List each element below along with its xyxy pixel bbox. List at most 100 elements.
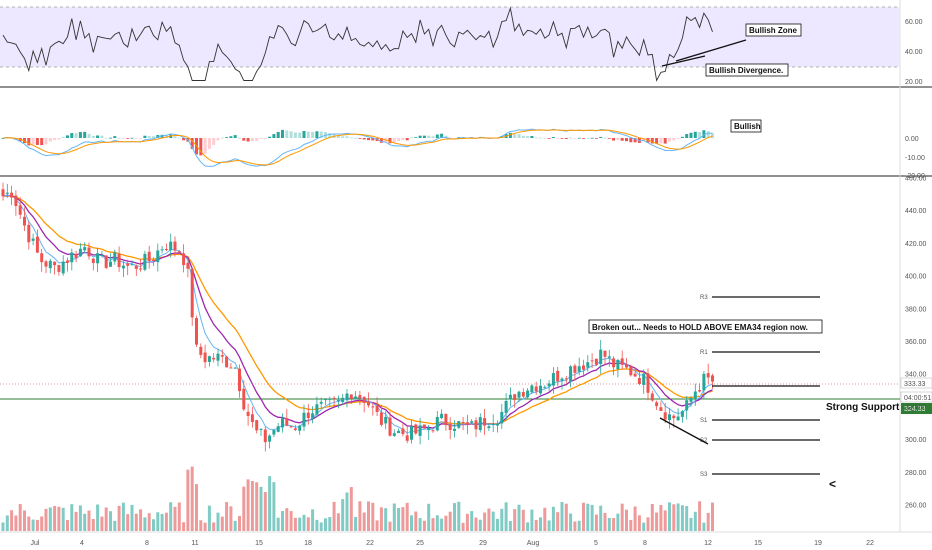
volume-bar <box>336 513 340 531</box>
macd-histogram-bar <box>134 138 138 139</box>
candle-body <box>293 428 297 430</box>
candle-body <box>23 216 26 226</box>
volume-bar <box>418 518 422 531</box>
candle-body <box>203 352 207 363</box>
macd-histogram-bar <box>401 138 405 141</box>
rsi-line <box>2 6 713 82</box>
volume-bar <box>569 513 573 531</box>
volume-bar <box>100 516 104 531</box>
candle-body <box>306 412 310 419</box>
volume-bar <box>539 517 542 531</box>
candle-body <box>508 394 512 400</box>
candle-body <box>659 407 663 411</box>
volume-bar <box>61 507 65 531</box>
candle-body <box>345 393 349 401</box>
candle-body <box>173 241 177 251</box>
candle-body <box>642 373 646 385</box>
candle-body <box>457 421 461 428</box>
candlesticks <box>1 182 714 452</box>
volume-bar <box>551 506 555 531</box>
candle-body <box>612 358 616 368</box>
volume-bar <box>414 511 418 531</box>
macd-histogram-bar <box>199 138 203 156</box>
volume-bar <box>556 512 560 531</box>
macd-histogram-bar <box>551 136 555 138</box>
volume-bar <box>35 519 39 531</box>
volume-bar <box>1 522 5 531</box>
macd-histogram-bar <box>526 136 530 138</box>
candle-body <box>680 411 684 417</box>
volume-bar <box>487 508 491 531</box>
macd-histogram-bar <box>255 138 259 141</box>
volume-bar <box>573 521 577 531</box>
volume-bar <box>422 520 426 531</box>
macd-histogram-bar <box>655 138 659 144</box>
price-tick-label: 280.00 <box>905 470 927 477</box>
volume-bar <box>18 504 22 531</box>
bullish-label: Bullish <box>734 122 761 131</box>
macd-histogram-bar <box>315 131 319 138</box>
macd-histogram-bar <box>414 137 418 138</box>
candle-body <box>238 368 241 392</box>
candle-body <box>625 364 628 368</box>
candle-body <box>319 401 323 404</box>
candle-body <box>384 416 388 424</box>
volume-bar <box>293 517 297 531</box>
date-tick-label: 15 <box>754 540 762 547</box>
volume-bar <box>358 501 362 531</box>
candle-body <box>401 428 405 435</box>
candle-body <box>693 391 697 399</box>
price-tick-label: 360.00 <box>905 339 927 346</box>
pivot-s3-label: S3 <box>700 472 708 478</box>
date-tick-label: 8 <box>145 540 149 547</box>
volume-bar <box>268 476 272 531</box>
macd-histogram-bar <box>702 130 706 138</box>
candle-body <box>195 318 198 345</box>
volume-bar <box>633 506 637 531</box>
price-panel: R3 R1 S1 S2 S3 Broken out... Needs to HO… <box>0 176 932 531</box>
bullish-zone-label-box <box>745 23 802 37</box>
macd-histogram-bar <box>152 136 155 138</box>
macd-histogram-bar <box>362 138 366 140</box>
volume-bar <box>371 502 375 531</box>
volume-bar <box>207 505 211 531</box>
volume-bar <box>586 503 590 531</box>
breakout-label-box <box>588 319 823 334</box>
scroll-arrow-icon[interactable]: < <box>829 477 836 491</box>
volume-bar <box>212 522 216 531</box>
macd-histogram-bar <box>676 138 680 139</box>
candle-body <box>405 435 409 441</box>
price-tick-label: 380.00 <box>905 306 927 313</box>
macd-signal-line <box>2 129 713 166</box>
macd-histogram-bar <box>590 137 594 139</box>
volume-bar <box>702 522 706 531</box>
candle-body <box>465 422 469 425</box>
candle-body <box>599 349 603 365</box>
candle-body <box>564 378 568 380</box>
candle-body <box>74 254 78 259</box>
volume-bar <box>711 502 714 531</box>
macd-histogram-bar <box>431 136 435 138</box>
candle-body <box>418 425 422 436</box>
price-tick-label: 460.00 <box>905 176 927 183</box>
volume-bar <box>229 506 233 531</box>
bullish-divergence-line <box>661 55 706 67</box>
candle-body <box>444 413 448 426</box>
candle-body <box>44 261 48 267</box>
macd-histogram-bar <box>263 138 267 139</box>
macd-histogram-bar <box>83 131 87 138</box>
candle-body <box>629 366 633 376</box>
volume-bar <box>126 514 130 531</box>
candle-body <box>607 356 611 358</box>
date-tick-label: 15 <box>255 540 263 547</box>
bullish-zone-arrow-line <box>675 39 747 62</box>
macd-histogram-bar <box>586 137 590 139</box>
candle-body <box>646 373 650 393</box>
rsi-panel: 60.00 40.00 20.00 Bullish Zone Bullish D… <box>0 6 923 86</box>
volume-bar <box>392 503 396 531</box>
volume-bar <box>491 511 495 531</box>
volume-bar <box>448 511 452 531</box>
candle-body <box>586 362 590 368</box>
price-axis-ticks: 460.00 440.00 420.00 400.00 380.00 360.00 340.… <box>905 176 927 510</box>
volume-bar <box>384 508 388 531</box>
